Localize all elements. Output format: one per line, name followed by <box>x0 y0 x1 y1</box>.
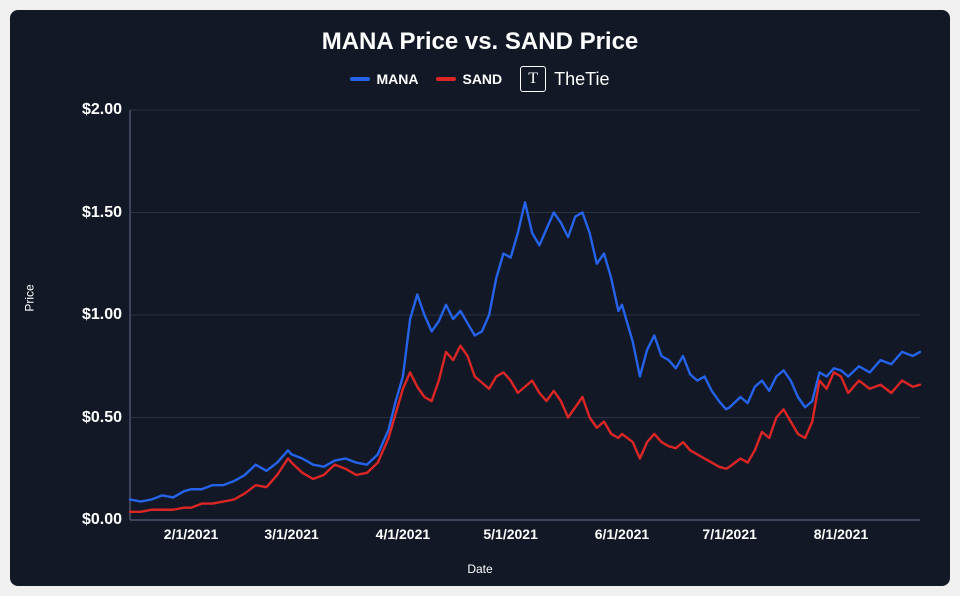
x-tick-label: 4/1/2021 <box>376 520 431 542</box>
series-line-sand <box>130 346 920 512</box>
brand-label: TheTie <box>554 69 609 90</box>
y-tick-label: $2.00 <box>82 101 130 119</box>
thetie-logo-icon: T <box>520 66 546 92</box>
legend-label-sand: SAND <box>462 71 502 87</box>
y-tick-label: $1.00 <box>82 306 130 324</box>
y-axis-title: Price <box>23 284 37 311</box>
legend-item-sand: SAND <box>436 71 502 87</box>
x-tick-label: 3/1/2021 <box>264 520 319 542</box>
legend-item-mana: MANA <box>350 71 418 87</box>
brand: T TheTie <box>520 66 609 92</box>
x-axis-title: Date <box>10 562 950 576</box>
legend-swatch-mana <box>350 77 370 81</box>
x-tick-label: 5/1/2021 <box>483 520 538 542</box>
x-tick-label: 6/1/2021 <box>595 520 650 542</box>
legend-swatch-sand <box>436 77 456 81</box>
y-tick-label: $0.00 <box>82 511 130 529</box>
plot-area: $0.00$0.50$1.00$1.50$2.002/1/20213/1/202… <box>130 110 920 520</box>
x-tick-label: 8/1/2021 <box>814 520 869 542</box>
x-tick-label: 7/1/2021 <box>702 520 757 542</box>
chart-legend: MANA SAND T TheTie <box>10 66 950 92</box>
y-tick-label: $1.50 <box>82 204 130 222</box>
chart-title: MANA Price vs. SAND Price <box>10 28 950 56</box>
y-tick-label: $0.50 <box>82 409 130 427</box>
series-line-mana <box>130 202 920 501</box>
x-tick-label: 2/1/2021 <box>164 520 219 542</box>
plot-svg <box>130 110 920 520</box>
chart-card: MANA Price vs. SAND Price MANA SAND T Th… <box>10 10 950 586</box>
legend-label-mana: MANA <box>376 71 418 87</box>
